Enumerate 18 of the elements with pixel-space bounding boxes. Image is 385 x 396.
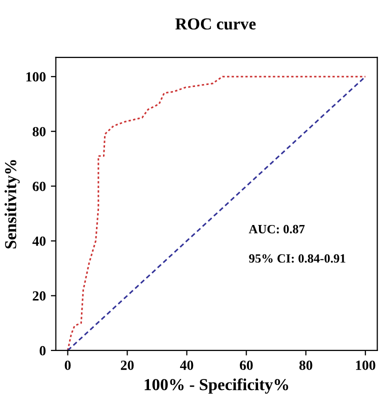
y-tick-label: 20 — [32, 291, 46, 301]
x-tick-label: 20 — [120, 360, 134, 370]
x-tick-label: 80 — [299, 360, 312, 370]
y-tick-label: 100 — [26, 72, 46, 82]
x-tick-label: 40 — [180, 360, 194, 370]
line-series — [66, 76, 366, 350]
chart-title: ROC curve — [175, 18, 256, 30]
y-tick-label: 0 — [40, 346, 46, 356]
x-tick-label: 100 — [356, 360, 376, 370]
annotation: AUC: 0.87 — [248, 224, 305, 234]
x-tick-label: 0 — [64, 360, 71, 370]
y-tick-label: 40 — [32, 236, 46, 246]
y-axis-title: Sensitivity% — [4, 160, 20, 248]
x-tick-label: 60 — [240, 360, 253, 370]
y-tick-label: 80 — [32, 126, 46, 136]
y-tick-label: 60 — [32, 182, 46, 192]
x-axis-title: 100% - Specificity% — [144, 378, 288, 394]
annotation: 95% CI: 0.84-0.91 — [249, 254, 346, 263]
